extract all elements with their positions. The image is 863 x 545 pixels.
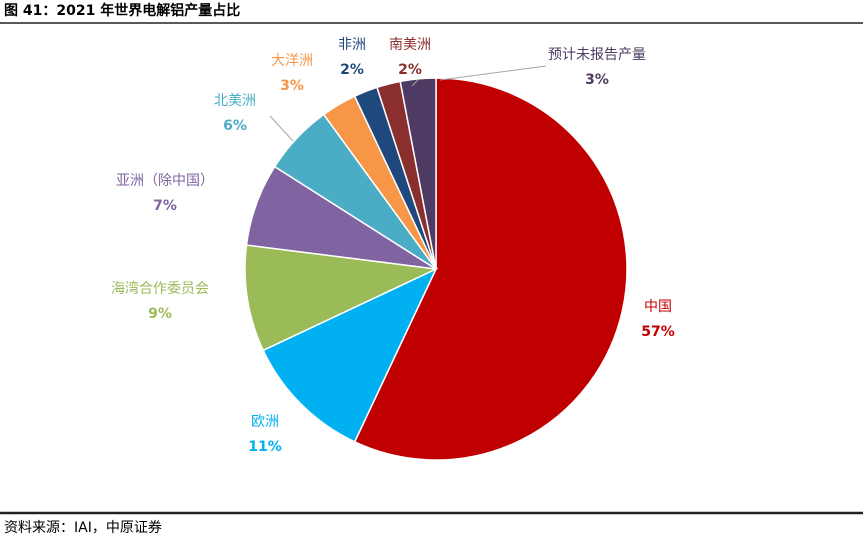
labels: 中国 57% 欧洲 11% 海湾合作委员会 9% 亚洲（除中国） 7% 北美洲 6% 大洋洲 3% 非洲…: [111, 37, 675, 455]
slice-value-label: 2%: [398, 62, 422, 78]
pie-slice: [262, 267, 438, 443]
slice-name: 北美洲: [214, 93, 256, 109]
slice-name: 南美洲: [389, 37, 431, 53]
slice-value-label: 6%: [223, 118, 247, 134]
source-note: 资料来源：IAI，中原证券: [4, 520, 162, 536]
pie-slice: [399, 77, 437, 270]
pie-slice: [353, 77, 628, 461]
leader-line: [269, 115, 294, 142]
figure-title: 图 41：2021 年世界电解铝产量占比: [4, 2, 240, 19]
pie-slice: [244, 244, 439, 352]
leader-line: [411, 79, 419, 87]
slice-name: 亚洲（除中国）: [116, 173, 214, 189]
slice-name: 中国: [644, 299, 672, 315]
slice-value-label: 57%: [641, 324, 675, 340]
slice-value-label: 9%: [148, 306, 172, 322]
slice-name: 海湾合作委员会: [111, 280, 209, 297]
slice-value-label: 3%: [280, 78, 304, 94]
leader-line: [439, 65, 547, 81]
slice-value-label: 11%: [248, 439, 282, 455]
slice-name: 非洲: [338, 37, 366, 53]
slice-name: 预计未报告产量: [548, 47, 646, 63]
slice-value-label: 3%: [585, 72, 609, 88]
pie: [244, 77, 628, 461]
slice-value-label: 7%: [153, 198, 177, 214]
slice-value-label: 2%: [340, 62, 364, 78]
slice-name: 欧洲: [251, 414, 279, 430]
slice-name: 大洋洲: [271, 53, 313, 69]
